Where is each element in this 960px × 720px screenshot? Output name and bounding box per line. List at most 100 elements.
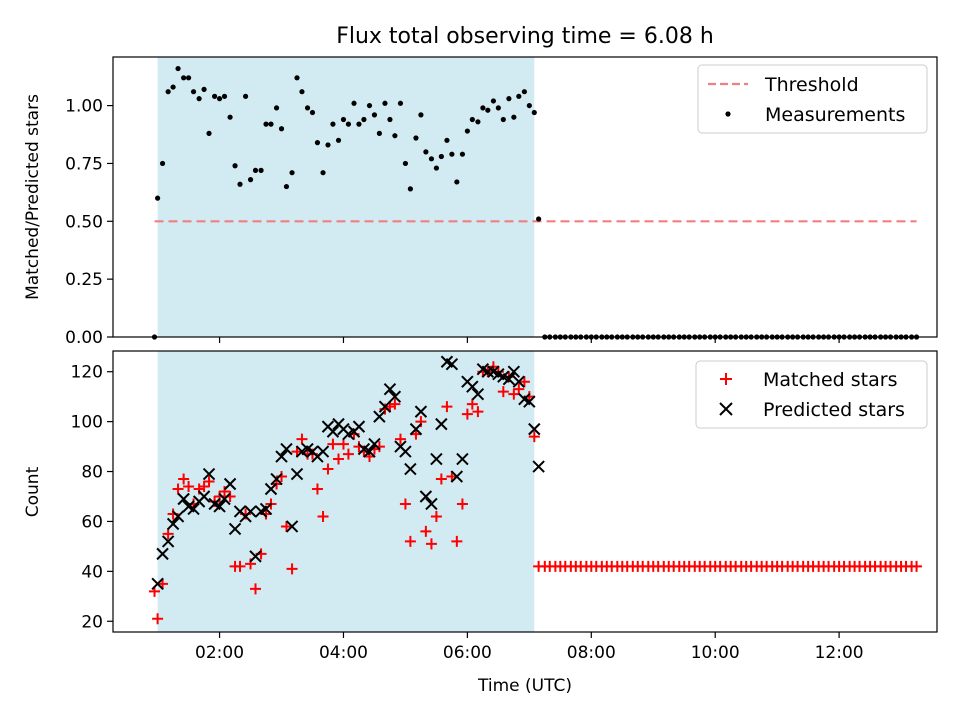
predicted-star-point bbox=[187, 502, 200, 516]
measurement-point bbox=[454, 179, 460, 185]
matched-star-point bbox=[518, 376, 530, 388]
predicted-star-point bbox=[532, 460, 545, 473]
predicted-star-point bbox=[213, 500, 226, 513]
legend-measurements-swatch bbox=[725, 111, 731, 117]
measurement-point bbox=[165, 89, 171, 95]
predicted-star-point bbox=[161, 535, 175, 548]
predicted-star-point bbox=[326, 425, 340, 438]
bottom-y-axis: 20 40 60 80 100 120 bbox=[71, 363, 113, 632]
measurement-point bbox=[531, 109, 537, 116]
bottom-y-tick-label: 20 bbox=[81, 612, 103, 632]
matched-star-point bbox=[472, 406, 484, 418]
measurement-point bbox=[459, 151, 466, 157]
predicted-star-point bbox=[177, 492, 190, 506]
predicted-star-point bbox=[363, 445, 376, 458]
measurement-point bbox=[433, 165, 440, 171]
top-y-tick-label: 0.25 bbox=[65, 270, 103, 290]
top-legend: Threshold Measurements bbox=[697, 64, 928, 134]
predicted-star-point bbox=[223, 477, 237, 491]
bottom-data-marks bbox=[149, 355, 923, 625]
predicted-star-point bbox=[471, 387, 485, 401]
predicted-star-point bbox=[166, 517, 180, 531]
bottom-y-tick-label: 40 bbox=[81, 562, 103, 582]
measurement-point bbox=[438, 153, 444, 160]
measurement-point bbox=[232, 163, 238, 169]
measurement-point bbox=[397, 100, 404, 106]
matched-star-point bbox=[333, 453, 345, 465]
x-axis-label: Time (UTC) bbox=[477, 676, 572, 696]
matched-star-point bbox=[337, 438, 349, 450]
bottom-panel: 20 40 60 80 100 120 02:00 04:00 06:00 08:00 10:00… bbox=[23, 350, 938, 663]
measurement-point bbox=[345, 121, 352, 127]
measurement-point bbox=[392, 133, 398, 139]
matched-star-point bbox=[466, 398, 478, 410]
bottom-x-tick-label: 10:00 bbox=[691, 643, 740, 663]
measurement-point bbox=[212, 93, 218, 99]
measurement-point bbox=[196, 96, 202, 102]
top-y-tick-label: 0.00 bbox=[65, 328, 103, 348]
legend-matched-swatch bbox=[720, 373, 732, 385]
top-x-axis bbox=[218, 337, 840, 343]
predicted-star-point bbox=[456, 452, 469, 466]
measurement-point bbox=[325, 142, 331, 148]
matched-star-point bbox=[441, 401, 453, 413]
measurement-point bbox=[382, 100, 388, 106]
predicted-star-point bbox=[466, 380, 479, 393]
predicted-star-point bbox=[285, 520, 299, 533]
measurement-point bbox=[175, 65, 181, 72]
measurement-point bbox=[485, 107, 491, 113]
measurement-point bbox=[361, 116, 367, 123]
predicted-star-point bbox=[259, 502, 273, 516]
bottom-y-axis-label: Count bbox=[23, 466, 43, 517]
matched-star-point bbox=[311, 483, 323, 495]
measurement-point bbox=[320, 170, 326, 176]
measurement-point bbox=[289, 170, 295, 176]
measurement-point bbox=[227, 114, 233, 120]
measurement-point bbox=[268, 121, 274, 127]
matched-star-point bbox=[430, 510, 442, 522]
matched-star-point bbox=[162, 528, 174, 540]
predicted-star-point bbox=[275, 450, 288, 463]
measurement-point bbox=[407, 186, 413, 192]
matched-star-point bbox=[508, 388, 520, 400]
measurement-point bbox=[304, 105, 311, 111]
predicted-star-point bbox=[414, 405, 428, 418]
measurement-point bbox=[480, 105, 486, 111]
measurement-point bbox=[490, 98, 497, 104]
matched-star-point bbox=[280, 520, 292, 532]
measurement-point bbox=[376, 130, 383, 136]
predicted-star-point bbox=[202, 467, 216, 481]
legend-predicted-label: Predicted stars bbox=[763, 399, 905, 421]
predicted-star-point bbox=[171, 510, 185, 523]
predicted-star-point bbox=[528, 422, 541, 436]
predicted-star-point bbox=[502, 372, 516, 386]
predicted-star-point bbox=[290, 467, 304, 481]
matched-star-point bbox=[425, 538, 437, 550]
top-legend-box bbox=[697, 64, 928, 134]
matched-star-point bbox=[152, 613, 164, 625]
predicted-star-point bbox=[156, 547, 169, 561]
measurement-point bbox=[242, 93, 249, 99]
predicted-star-point bbox=[218, 492, 231, 506]
matched-star-point bbox=[249, 583, 261, 595]
measurement-point bbox=[159, 160, 166, 167]
measurement-point bbox=[181, 75, 187, 81]
measurement-point bbox=[351, 100, 357, 106]
matched-star-point bbox=[234, 560, 246, 572]
measurement-point bbox=[252, 167, 259, 173]
matched-star-point bbox=[404, 535, 416, 547]
bottom-x-tick-label: 02:00 bbox=[195, 643, 244, 663]
measurement-point bbox=[273, 105, 280, 111]
matched-star-point bbox=[219, 486, 231, 497]
predicted-star-point bbox=[399, 445, 412, 458]
predicted-star-point bbox=[409, 422, 423, 436]
matched-star-point bbox=[456, 498, 468, 510]
matched-star-point bbox=[342, 448, 354, 460]
measurement-point bbox=[216, 96, 223, 102]
measurement-point bbox=[185, 75, 192, 81]
measurement-point bbox=[330, 121, 336, 127]
predicted-star-point bbox=[316, 445, 330, 458]
measurement-point bbox=[340, 116, 347, 123]
measurement-point bbox=[428, 156, 435, 162]
bottom-x-axis: 02:00 04:00 06:00 08:00 10:00 12:00 bbox=[195, 632, 864, 663]
